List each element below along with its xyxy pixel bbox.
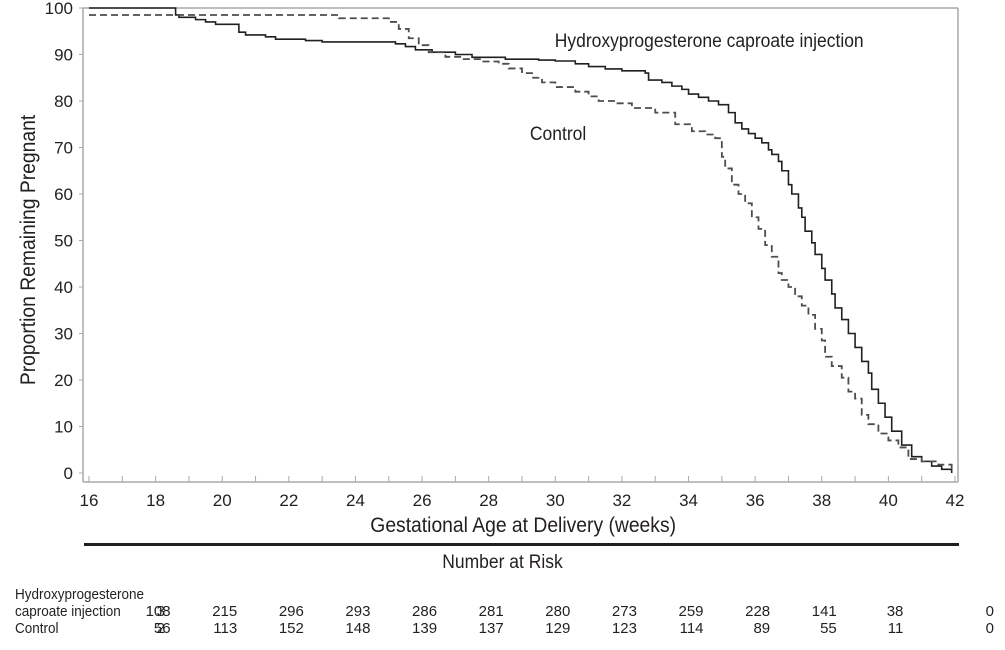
risk-row-control: Control 2 56 113 152 148 139 137 129 123 114 89 55 1…: [0, 620, 1005, 638]
risk-table-title: Number at Risk: [442, 552, 563, 573]
risk-value: 123: [611, 620, 637, 637]
risk-table-divider: [84, 543, 959, 546]
risk-row-control-label: Control: [15, 620, 59, 637]
risk-value: 56: [153, 620, 171, 637]
x-axis-title: Gestational Age at Delivery (weeks): [370, 514, 676, 537]
risk-value: 281: [478, 603, 504, 620]
y-tick-label: 70: [54, 139, 73, 158]
y-tick-label: 10: [54, 418, 73, 437]
risk-value: 113: [213, 620, 238, 637]
y-tick-label: 90: [54, 46, 73, 65]
risk-row-treatment-label-line2: caproate injection: [15, 603, 121, 620]
axes: 0 10 20 30 40 50 60 70 80 90 100 16 18 20 22 24 26 28 30 32…: [45, 0, 965, 510]
chart-labels: Proportion Remaining Pregnant Gestationa…: [17, 29, 863, 537]
y-tick-label: 100: [45, 0, 73, 18]
risk-value: 148: [345, 620, 371, 637]
risk-value: 286: [412, 603, 438, 620]
risk-value: 0: [985, 603, 994, 620]
treatment-curve: [89, 7, 953, 473]
x-tick-label: 40: [879, 491, 898, 510]
y-tick-label: 40: [54, 278, 73, 297]
risk-value: 259: [678, 603, 704, 620]
risk-value: 114: [679, 620, 704, 637]
x-tick-label: 26: [413, 491, 432, 510]
km-chart: 0 10 20 30 40 50 60 70 80 90 100 16 18 20 22 24 26 28 30 32…: [17, 0, 965, 537]
risk-value: 141: [811, 603, 837, 620]
risk-row-treatment-label-line1: Hydroxyprogesterone: [15, 586, 145, 603]
risk-row-treatment: caproate injection 3 108 215 296 293 286 281 28…: [0, 603, 1005, 621]
risk-value: 11: [887, 620, 904, 637]
x-tick-label: 34: [679, 491, 698, 510]
x-tick-label: 38: [812, 491, 831, 510]
risk-value: 152: [278, 620, 304, 637]
x-tick-label: 24: [346, 491, 365, 510]
x-tick-label: 22: [279, 491, 298, 510]
x-tick-label: 36: [746, 491, 765, 510]
risk-row-label-top: Hydroxyprogesterone: [0, 586, 1005, 604]
risk-value: 273: [611, 603, 637, 620]
curves: [89, 7, 953, 473]
control-curve: [89, 14, 953, 470]
risk-value: 0: [985, 620, 994, 637]
risk-value: 296: [278, 603, 304, 620]
control-annotation: Control: [530, 122, 586, 144]
x-tick-label: 18: [146, 491, 165, 510]
risk-value: 215: [212, 603, 238, 620]
risk-value: 293: [345, 603, 371, 620]
treatment-annotation: Hydroxyprogesterone caproate injection: [555, 29, 864, 51]
risk-value: 129: [545, 620, 571, 637]
y-tick-label: 50: [54, 232, 73, 251]
x-tick-label: 42: [946, 491, 965, 510]
risk-value: 38: [886, 603, 904, 620]
y-tick-label: 0: [64, 464, 73, 483]
x-tick-label: 32: [612, 491, 631, 510]
x-tick-label: 20: [213, 491, 232, 510]
risk-value: 280: [545, 603, 571, 620]
risk-value: 3: [156, 603, 165, 620]
risk-value: 108: [145, 603, 171, 620]
risk-value: 137: [478, 620, 504, 637]
risk-value: 89: [753, 620, 771, 637]
y-axis-title: Proportion Remaining Pregnant: [17, 114, 40, 385]
x-tick-label: 16: [80, 491, 99, 510]
risk-value: 228: [745, 603, 771, 620]
x-tick-label: 30: [546, 491, 565, 510]
risk-value: 2: [156, 620, 165, 637]
y-tick-label: 30: [54, 325, 73, 344]
y-tick-label: 80: [54, 92, 73, 111]
x-tick-label: 28: [479, 491, 498, 510]
y-tick-label: 60: [54, 185, 73, 204]
y-tick-label: 20: [54, 371, 73, 390]
risk-value: 139: [412, 620, 438, 637]
risk-value: 55: [820, 620, 837, 637]
